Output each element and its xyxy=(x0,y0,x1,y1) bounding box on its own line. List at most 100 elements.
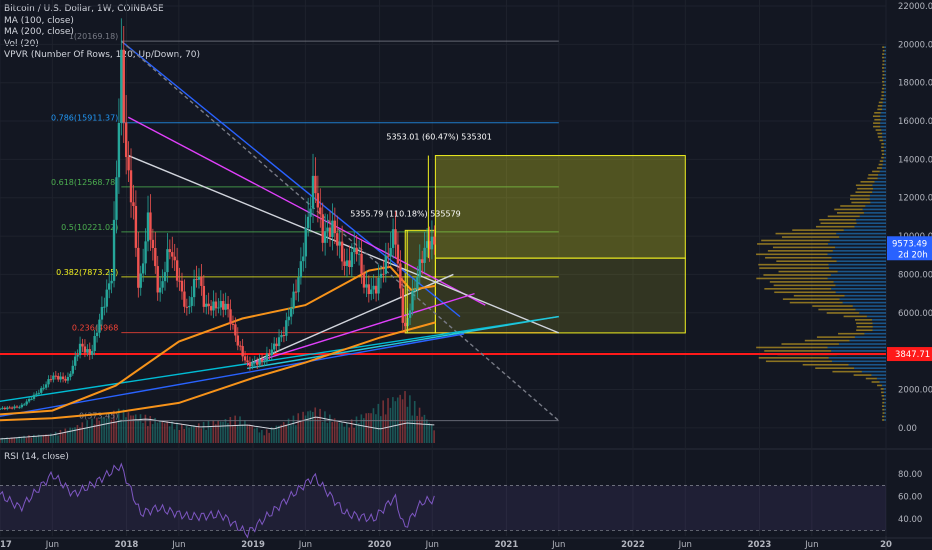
vpvr-bar-up xyxy=(878,163,883,166)
price-axis-label: 8000.00 xyxy=(898,270,932,280)
volume-bar xyxy=(62,433,64,443)
candle-body xyxy=(166,249,169,273)
candle-body xyxy=(178,280,181,282)
volume-bar xyxy=(42,434,45,443)
vpvr-bar-down xyxy=(827,253,886,256)
volume-bar xyxy=(246,424,249,443)
candle-body xyxy=(42,387,45,389)
vpvr-bar-up xyxy=(855,184,873,187)
vpvr-bar-up xyxy=(818,308,856,311)
volume-bar xyxy=(202,421,205,443)
vpvr-bar-up xyxy=(872,115,881,118)
candle-body xyxy=(205,303,208,307)
volume-bar xyxy=(163,423,166,443)
time-axis-label: 2017 xyxy=(0,540,12,550)
vpvr-bar-down xyxy=(855,308,886,311)
volume-bar xyxy=(409,395,411,443)
candle-body xyxy=(188,305,191,308)
volume-bar xyxy=(234,415,236,443)
volume-bar xyxy=(156,422,159,443)
vpvr-bar-down xyxy=(829,239,886,242)
candle-body xyxy=(20,404,24,408)
volume-bar xyxy=(15,437,18,443)
candle-body xyxy=(163,272,167,282)
vpvr-bar-up xyxy=(874,118,881,121)
chart-title[interactable]: Bitcoin / U.S. Dollar, 1W, COINBASE xyxy=(4,4,164,14)
candle-body xyxy=(47,379,50,385)
volume-bar xyxy=(413,401,416,443)
candle-body xyxy=(214,301,218,309)
candle-body xyxy=(57,375,60,380)
vpvr-bar-up xyxy=(854,319,873,321)
candle-body xyxy=(141,263,145,274)
candle-body xyxy=(86,349,89,353)
candle-body xyxy=(391,229,395,248)
volume-bar xyxy=(88,428,91,443)
volume-bar xyxy=(142,422,144,443)
fib-level-label: 0.618(12568.78) xyxy=(51,178,118,187)
volume-bar xyxy=(0,440,1,443)
candle-body xyxy=(360,253,363,274)
vpvr-bar-up xyxy=(873,125,881,128)
candle-body xyxy=(71,365,74,374)
vpvr-bar-down xyxy=(874,181,886,183)
candle-body xyxy=(353,247,356,253)
vpvr-bar-up xyxy=(838,332,865,335)
ma200-legend[interactable]: MA (200, close) xyxy=(4,27,74,37)
vpvr-bar-up xyxy=(840,205,866,207)
vpvr-bar-down xyxy=(835,291,886,294)
volume-bar xyxy=(176,422,178,443)
volume-bar xyxy=(120,419,122,443)
volume-bar xyxy=(127,412,130,443)
candle-body xyxy=(321,214,324,243)
vpvr-bar-down xyxy=(884,49,886,52)
rsi-legend[interactable]: RSI (14, close) xyxy=(4,452,69,462)
time-axis-label: 2019 xyxy=(241,540,265,550)
candle-body xyxy=(212,301,215,311)
candle-body xyxy=(23,404,26,406)
vpvr-bar-up xyxy=(874,111,881,114)
candle-body xyxy=(202,285,206,307)
volume-bar xyxy=(183,428,186,443)
candle-body xyxy=(430,236,434,250)
volume-bar xyxy=(188,427,190,443)
trendline-white-resistance xyxy=(127,154,560,334)
vpvr-bar-down xyxy=(854,367,886,369)
vpvr-legend[interactable]: VPVR (Number Of Rows, 120, Up/Down, 70) xyxy=(4,50,201,60)
vpvr-bar-up xyxy=(758,263,829,266)
volume-bar xyxy=(113,410,115,443)
candle-body xyxy=(226,303,230,310)
time-axis-label: Jun xyxy=(298,540,312,550)
candle-body xyxy=(297,277,300,293)
candle-body xyxy=(190,297,193,306)
volume-bar xyxy=(244,420,246,443)
vpvr-bar-down xyxy=(879,170,886,173)
candle-body xyxy=(83,346,87,353)
candle-body xyxy=(100,306,104,320)
vpvr-bar-up xyxy=(877,108,883,111)
candle-body xyxy=(367,284,371,295)
candle-body xyxy=(222,301,225,310)
vpvr-bar-down xyxy=(827,346,886,349)
volume-bar xyxy=(98,420,101,443)
candle-body xyxy=(263,361,266,363)
vpvr-bar-up xyxy=(882,408,885,411)
candle-body xyxy=(404,322,407,327)
volume-bar xyxy=(348,427,351,443)
volume-bar xyxy=(239,416,241,443)
vol-legend[interactable]: Vol (20) xyxy=(4,38,39,49)
fib-level-label: 0.786(15911.37) xyxy=(51,114,118,123)
candle-body xyxy=(185,306,189,308)
vpvr-bar-down xyxy=(883,160,886,162)
volume-bar xyxy=(6,437,8,443)
vpvr-bar-up xyxy=(881,149,884,152)
candle-body xyxy=(107,283,111,290)
candle-body xyxy=(168,249,172,253)
vpvr-bar-up xyxy=(819,218,856,221)
candle-body xyxy=(115,177,118,220)
vpvr-bar-down xyxy=(882,108,886,111)
vpvr-bar-up xyxy=(882,398,885,401)
ma100-legend[interactable]: MA (100, close) xyxy=(4,15,74,26)
vpvr-bar-up xyxy=(778,270,838,273)
